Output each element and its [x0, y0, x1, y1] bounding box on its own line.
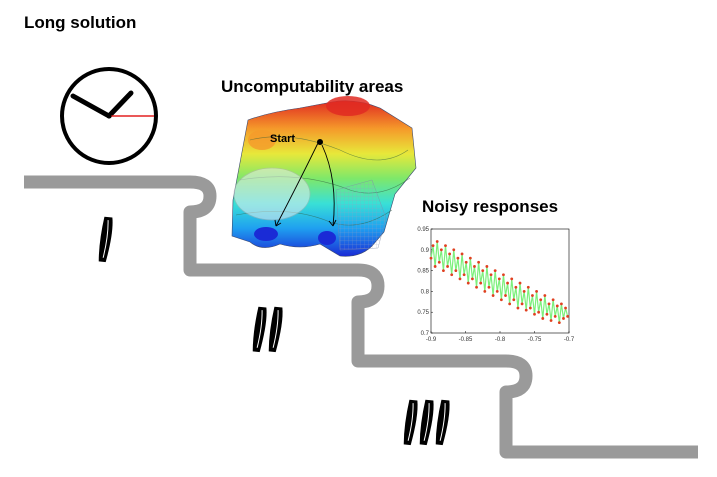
data-point	[458, 277, 462, 281]
data-point	[526, 285, 530, 289]
data-point	[493, 269, 497, 272]
data-point	[477, 260, 481, 264]
x-tick-label: -0.9	[426, 337, 437, 343]
data-point	[483, 290, 487, 293]
data-point	[549, 319, 553, 322]
y-tick-label: 0.95	[417, 227, 429, 233]
x-tick-label: -0.75	[528, 337, 542, 343]
data-point	[489, 273, 493, 277]
data-point	[539, 298, 543, 302]
y-tick-label: 0.8	[421, 289, 430, 295]
data-point	[468, 256, 472, 260]
y-tick-label: 0.85	[417, 269, 429, 275]
data-point	[485, 265, 489, 268]
start-point	[317, 139, 323, 145]
data-point	[487, 285, 491, 289]
data-point	[442, 269, 445, 272]
long-solution-heading: Long solution	[24, 13, 137, 32]
data-point	[502, 273, 505, 277]
data-point	[522, 290, 526, 293]
data-point	[535, 290, 538, 293]
path-arrow	[321, 144, 335, 227]
blade-icon	[435, 399, 450, 446]
data-point	[439, 248, 443, 252]
data-point	[518, 281, 522, 285]
data-point	[456, 256, 460, 260]
data-point	[564, 306, 567, 310]
data-point	[479, 281, 483, 285]
data-point	[537, 310, 541, 314]
blade-icon	[268, 306, 283, 353]
data-point	[545, 312, 549, 316]
data-point	[551, 298, 555, 302]
uncomputability-surface-plot: Start	[231, 96, 417, 257]
data-point	[560, 302, 563, 306]
data-point	[446, 265, 449, 268]
data-point	[547, 302, 551, 306]
data-point	[516, 306, 520, 310]
data-point	[520, 302, 524, 306]
path-arrow	[275, 142, 319, 227]
data-point	[450, 273, 454, 277]
y-tick-label: 0.75	[417, 310, 429, 316]
data-point	[553, 314, 557, 318]
x-tick-label: -0.7	[564, 337, 575, 343]
data-point	[491, 294, 495, 297]
data-point	[524, 308, 528, 312]
data-point	[437, 260, 441, 264]
data-point	[475, 285, 478, 289]
data-point	[462, 273, 466, 277]
data-point	[562, 317, 565, 320]
noisy-response-chart: 0.7 0.75 0.8 0.85 0.9 0.95 -0.9 -0.85 -0.8 -0.75…	[417, 227, 575, 343]
data-point	[506, 281, 509, 285]
data-point	[466, 281, 470, 285]
data-point	[460, 252, 464, 256]
data-point	[454, 269, 458, 272]
data-point	[541, 317, 545, 320]
data-point	[508, 302, 512, 306]
data-point	[473, 265, 476, 268]
uncomputability-areas-heading: Uncomputability areas	[221, 77, 404, 96]
data-point	[510, 277, 514, 281]
data-point	[557, 321, 561, 324]
y-tick-label: 0.7	[421, 331, 430, 337]
blade-icon	[403, 399, 418, 446]
x-tick-label: -0.85	[459, 337, 473, 343]
data-point	[566, 314, 570, 318]
data-point	[481, 269, 485, 272]
data-point	[464, 260, 468, 264]
data-point	[528, 306, 532, 310]
x-tick-label: -0.8	[495, 337, 506, 343]
data-point	[555, 304, 559, 308]
blade-icon	[252, 306, 267, 353]
data-point	[497, 277, 501, 281]
clock-icon	[60, 67, 158, 165]
data-point	[531, 294, 534, 297]
data-point	[499, 298, 503, 302]
data-point	[429, 256, 433, 260]
data-point	[512, 298, 516, 302]
data-point	[495, 290, 499, 293]
turbine-blades	[98, 216, 450, 446]
noisy-responses-heading: Noisy responses	[422, 197, 559, 216]
data-point	[444, 244, 447, 248]
blade-icon	[419, 399, 434, 446]
data-point	[435, 240, 439, 243]
data-point	[431, 244, 435, 248]
start-label: Start	[270, 133, 295, 145]
y-tick-label: 0.9	[421, 248, 430, 254]
data-point	[448, 252, 452, 256]
data-point	[514, 285, 518, 289]
data-point	[471, 277, 474, 281]
blade-icon	[98, 216, 113, 263]
data-point	[543, 294, 547, 297]
data-point	[452, 248, 456, 252]
data-point	[533, 312, 536, 316]
staircase-road	[24, 175, 698, 459]
data-point	[504, 294, 507, 297]
data-point	[433, 265, 437, 268]
